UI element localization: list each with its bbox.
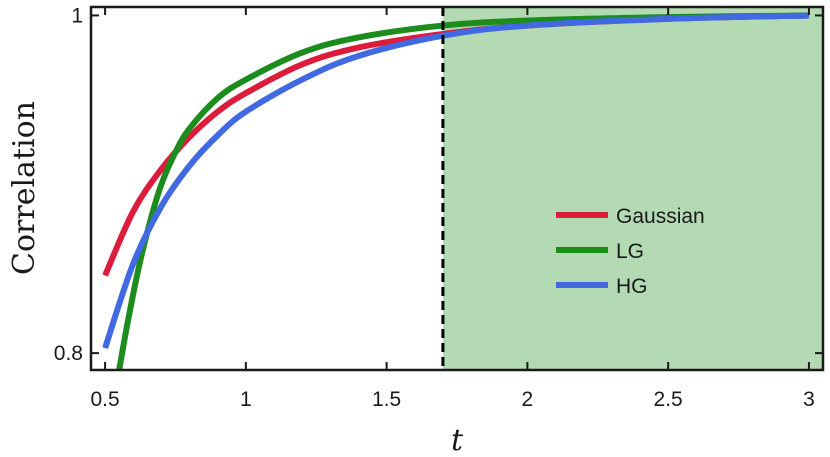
x-axis-label: t xyxy=(451,423,464,457)
y-tick-label: 0.8 xyxy=(54,342,83,365)
x-tick-label: 2 xyxy=(522,388,534,411)
x-tick-label: 2.5 xyxy=(654,388,683,411)
series-line-hg xyxy=(102,12,809,349)
series-layer xyxy=(102,12,809,370)
legend: Gaussian LG HG xyxy=(556,205,705,298)
legend-label-gaussian: Gaussian xyxy=(616,205,705,228)
y-tick-label: 1 xyxy=(71,4,83,27)
plot-frame xyxy=(89,5,825,372)
tick-layer: 0.5 1 1.5 2 2.5 3 0.8 1 xyxy=(54,4,823,411)
x-tick-label: 1 xyxy=(240,388,252,411)
x-tick-label: 3 xyxy=(803,388,815,411)
shaded-region xyxy=(442,7,823,370)
legend-label-hg: HG xyxy=(616,275,648,298)
legend-label-lg: LG xyxy=(616,240,644,263)
x-tick-label: 1.5 xyxy=(372,388,401,411)
x-tick-label: 0.5 xyxy=(90,388,119,411)
y-axis-label: Correlation xyxy=(7,101,42,275)
